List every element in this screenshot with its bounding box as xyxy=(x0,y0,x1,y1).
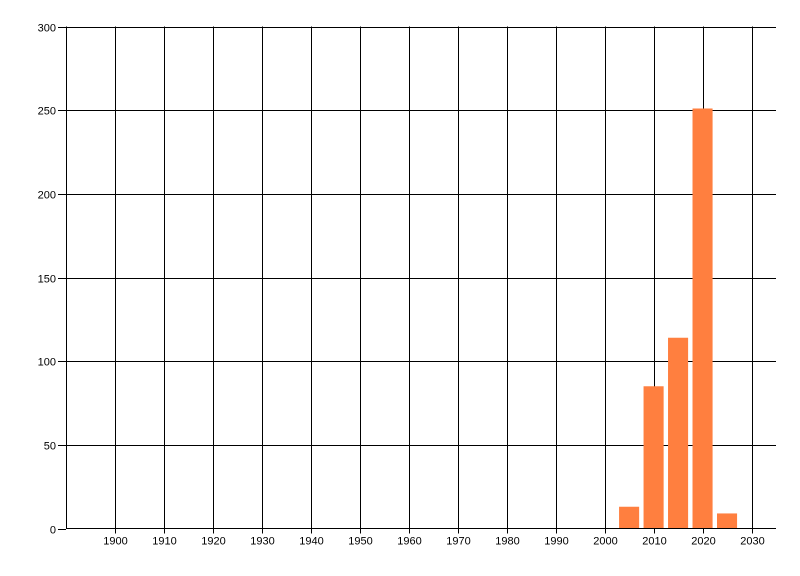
x-tick-label: 1950 xyxy=(348,536,372,548)
x-tick-label: 2030 xyxy=(740,536,764,548)
grid xyxy=(66,26,776,529)
bar-2010 xyxy=(643,386,664,529)
bar-2025 xyxy=(716,513,738,529)
x-tick-label: 2010 xyxy=(642,536,666,548)
x-tick-label: 1900 xyxy=(103,536,127,548)
bar-2005 xyxy=(619,506,640,529)
y-tick-label: 50 xyxy=(44,441,56,453)
x-tick-label: 1930 xyxy=(250,536,274,548)
axes xyxy=(58,26,776,534)
y-tick-label: 100 xyxy=(38,357,56,369)
x-tick-label: 1980 xyxy=(495,536,519,548)
x-tick-label: 1910 xyxy=(152,536,176,548)
tick-labels: 0 50 100 150 200 250 300 1900 1910 1920 1930 1940 19… xyxy=(38,23,765,548)
x-tick-label: 1970 xyxy=(446,536,470,548)
y-tick-label: 150 xyxy=(38,274,56,286)
x-tick-label: 1960 xyxy=(397,536,421,548)
x-tick-label: 2020 xyxy=(691,536,715,548)
bar-2015 xyxy=(668,337,689,529)
bars xyxy=(619,108,738,529)
y-tick-label: 200 xyxy=(38,190,56,202)
bar-2020 xyxy=(692,108,713,529)
y-tick-label: 300 xyxy=(38,23,56,35)
y-tick-label: 250 xyxy=(38,106,56,118)
x-tick-label: 1990 xyxy=(544,536,568,548)
y-tick-label: 0 xyxy=(50,525,56,537)
x-tick-label: 2000 xyxy=(593,536,617,548)
x-tick-label: 1940 xyxy=(299,536,323,548)
x-tick-label: 1920 xyxy=(201,536,225,548)
